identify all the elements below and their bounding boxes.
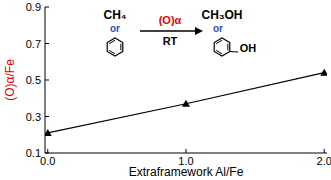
phenol-ring-bond xyxy=(216,50,222,53)
y-tick-label: 0.1 xyxy=(26,147,41,159)
y-tick-label: 0.3 xyxy=(26,111,41,123)
chart: 0.10.30.50.70.90.01.02.0Extraframework A… xyxy=(0,0,331,180)
y-tick-label: 0.5 xyxy=(26,74,41,86)
annotation: RT xyxy=(163,35,178,47)
x-axis-label: Extraframework Al/Fe xyxy=(129,165,244,179)
arrow xyxy=(140,30,198,32)
marker xyxy=(320,69,327,76)
oh-bond xyxy=(230,51,238,53)
plot-area xyxy=(45,69,327,136)
annotation: CH₃OH xyxy=(202,8,243,22)
y-tick xyxy=(45,43,49,44)
benzene-bond xyxy=(109,40,115,43)
y-tick xyxy=(45,153,49,154)
annotation: or xyxy=(213,23,223,34)
benzene-bond xyxy=(109,50,115,53)
annotation: OH xyxy=(240,42,257,54)
x-tick xyxy=(186,149,187,153)
annotation: CH₄ xyxy=(103,8,126,22)
phenol-ring-bond xyxy=(216,40,222,43)
x-tick xyxy=(324,149,325,153)
annotation: or xyxy=(110,23,120,34)
y-tick-label: 0.9 xyxy=(26,1,41,13)
y-axis-label: (O)α/Fe xyxy=(3,59,17,101)
series-line xyxy=(48,73,324,133)
x-tick-label: 2.0 xyxy=(317,155,331,167)
marker xyxy=(45,129,52,136)
y-tick xyxy=(45,116,49,117)
x-tick xyxy=(47,149,48,153)
annotation: (O)α xyxy=(159,14,182,26)
benzene-bond xyxy=(120,44,121,51)
y-tick-label: 0.7 xyxy=(26,38,41,50)
benzene xyxy=(107,38,123,56)
arrow-head xyxy=(195,27,203,35)
y-tick xyxy=(45,7,49,8)
marker xyxy=(182,100,190,107)
phenol-ring xyxy=(214,38,230,56)
y-tick xyxy=(45,80,49,81)
x-tick-label: 0.0 xyxy=(40,155,55,167)
phenol-ring-bond xyxy=(227,44,228,51)
